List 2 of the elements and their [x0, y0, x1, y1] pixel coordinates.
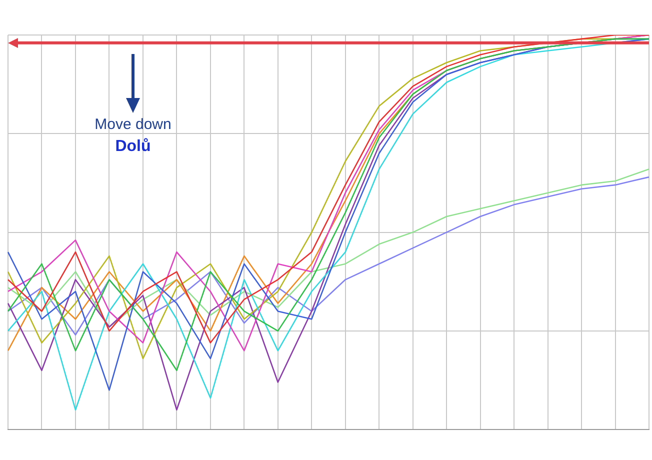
annotation: Move down	[94, 116, 172, 133]
annotation: Dolů	[115, 138, 151, 156]
